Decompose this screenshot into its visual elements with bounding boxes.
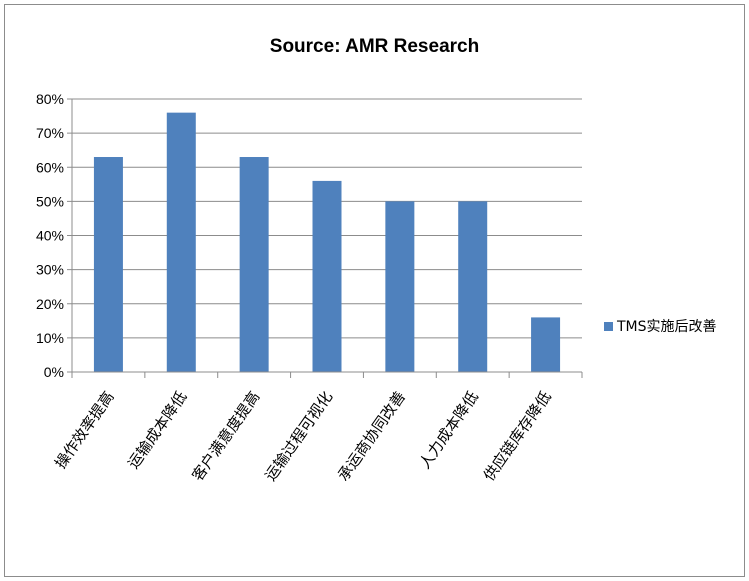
x-tick-label: 人力成本降低 [416, 388, 482, 472]
bar [312, 180, 342, 372]
y-tick-label: 80% [36, 91, 64, 107]
x-tick-label: 供应链库存降低 [480, 388, 555, 484]
bar [458, 201, 488, 372]
y-tick-label: 60% [36, 159, 64, 175]
chart-title: Source: AMR Research [269, 36, 480, 57]
bar [385, 201, 415, 372]
y-tick-label: 0% [44, 364, 64, 380]
bar [239, 157, 269, 372]
x-tick-label: 操作效率提高 [51, 388, 117, 472]
y-tick-label: 40% [36, 228, 64, 244]
y-tick-label: 10% [36, 330, 64, 346]
bar [93, 157, 123, 372]
chart-legend: TMS实施后改善 [604, 316, 717, 336]
bar [166, 112, 196, 373]
y-tick-label: 20% [36, 296, 64, 312]
bar [531, 317, 561, 372]
legend-label: TMS实施后改善 [617, 319, 717, 335]
y-tick-label: 70% [36, 125, 64, 141]
x-tick-label: 运输过程可视化 [261, 388, 336, 484]
x-tick-label: 承运商协同改善 [334, 388, 409, 484]
y-tick-label: 30% [36, 262, 64, 278]
legend-swatch-icon [604, 321, 613, 331]
x-tick-label: 客户满意度提高 [188, 388, 263, 484]
x-tick-label: 运输成本降低 [124, 388, 190, 472]
y-tick-label: 50% [36, 193, 64, 209]
